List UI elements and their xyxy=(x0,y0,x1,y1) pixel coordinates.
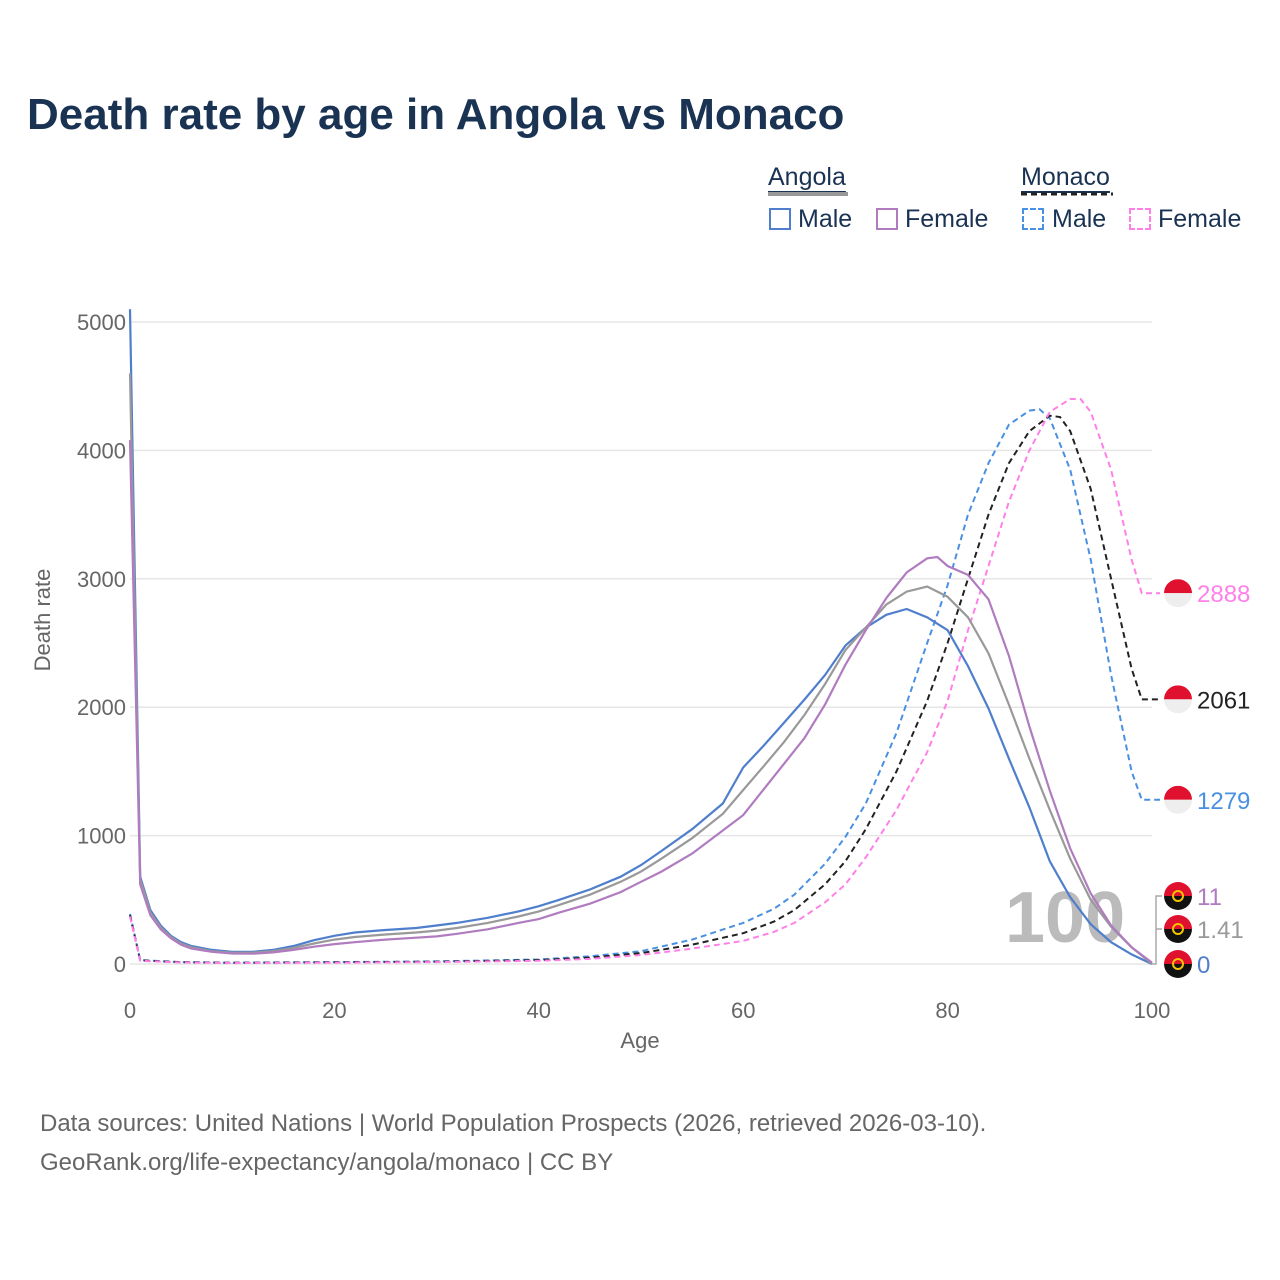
angola-flag-icon xyxy=(1164,915,1192,943)
end-value-label: 0 xyxy=(1197,952,1210,979)
y-tick-label: 3000 xyxy=(77,567,126,592)
y-tick-label: 0 xyxy=(114,952,126,977)
monaco-flag-icon xyxy=(1164,685,1192,714)
x-tick-label: 40 xyxy=(527,998,551,1023)
x-tick-label: 100 xyxy=(1134,998,1171,1023)
legend-angola-male[interactable]: Male xyxy=(798,205,853,233)
angola-flag-icon xyxy=(1164,882,1192,910)
end-value-label: 1279 xyxy=(1197,788,1250,815)
end-value-label: 1.41 xyxy=(1197,917,1244,944)
series-line-monaco-total xyxy=(129,414,1161,964)
series-line-angola-female xyxy=(128,440,1153,964)
y-tick-label: 5000 xyxy=(77,310,126,335)
legend-swatch-monaco-male xyxy=(1022,208,1044,230)
y-tick-label: 1000 xyxy=(77,824,126,849)
end-value-label: 2888 xyxy=(1197,581,1250,608)
legend-monaco-male[interactable]: Male xyxy=(1052,205,1107,233)
angola-flag-icon xyxy=(1164,950,1192,978)
legend-group-monaco: Monaco xyxy=(1021,163,1110,191)
series-line-angola-male xyxy=(128,309,1153,965)
legend-group-angola: Angola xyxy=(768,163,846,191)
x-axis-label: Age xyxy=(620,1028,659,1053)
end-value-label: 2061 xyxy=(1197,687,1250,714)
legend-angola-female[interactable]: Female xyxy=(905,205,989,233)
x-tick-label: 20 xyxy=(322,998,346,1023)
monaco-flag-icon xyxy=(1164,579,1192,608)
y-axis-label: Death rate xyxy=(30,569,55,672)
series-line-monaco-female xyxy=(129,398,1161,965)
legend-monaco-female[interactable]: Female xyxy=(1158,205,1242,233)
series-line-angola-total xyxy=(128,373,1153,965)
source-line-1: Data sources: United Nations | World Pop… xyxy=(40,1110,987,1137)
y-tick-label: 4000 xyxy=(77,438,126,463)
legend-swatch-angola-female xyxy=(876,208,898,230)
x-tick-label: 0 xyxy=(124,998,136,1023)
legend-swatch-angola-male xyxy=(769,208,791,230)
x-tick-label: 80 xyxy=(935,998,959,1023)
chart-title: Death rate by age in Angola vs Monaco xyxy=(27,90,845,139)
source-line-2: GeoRank.org/life-expectancy/angola/monac… xyxy=(40,1149,614,1176)
monaco-flag-icon xyxy=(1164,785,1192,814)
y-tick-label: 2000 xyxy=(77,695,126,720)
end-value-label: 11 xyxy=(1197,884,1222,911)
label-bracket xyxy=(1152,895,1162,965)
legend-swatch-monaco-female xyxy=(1129,208,1151,230)
x-tick-label: 60 xyxy=(731,998,755,1023)
series-line-monaco-male xyxy=(129,408,1161,964)
